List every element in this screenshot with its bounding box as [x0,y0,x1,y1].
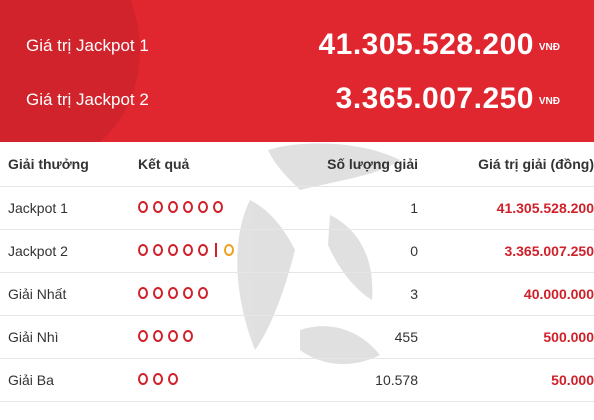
header-value: Giá trị giải (đồng) [418,142,594,187]
jackpot-2-row: Giá trị Jackpot 2 3.365.007.250 VNĐ [0,80,594,120]
separator-bar [215,243,217,257]
ring-icon [183,201,193,213]
prize-value: 41.305.528.200 [418,186,594,230]
header-prize: Giải thưởng [0,142,138,187]
jackpot-2-amount: 3.365.007.250 [335,82,534,115]
ring-icon [168,330,178,342]
ring-icon [183,287,193,299]
prize-name: Jackpot 2 [0,229,138,273]
jackpot-1-label: Giá trị Jackpot 1 [26,36,149,55]
result-balls [138,272,288,316]
ring-icon-orange [224,244,234,256]
ring-icon [168,244,178,256]
header-result: Kết quả [138,142,288,187]
jackpot-1-unit: VNĐ [538,42,560,53]
jackpot-2-label: Giá trị Jackpot 2 [26,90,149,109]
prize-count: 455 [288,315,418,359]
prize-name: Giải Ba [0,358,138,402]
prize-count: 10.578 [288,358,418,402]
results-table: Giải thưởng Kết quả Số lượng giải Giá tr… [0,142,594,402]
balls-group [138,243,234,257]
prize-name: Giải Nhì [0,315,138,359]
ring-icon [153,244,163,256]
ring-icon [153,330,163,342]
ring-icon [138,330,148,342]
ring-icon [138,287,148,299]
table-row: Jackpot 1 1 41.305.528.200 [0,186,594,230]
balls-group [138,287,208,299]
ring-icon [198,287,208,299]
table-row: Giải Ba 10.578 50.000 [0,358,594,402]
prize-value: 50.000 [418,358,594,402]
prize-value: 40.000.000 [418,272,594,316]
balls-group [138,373,178,385]
ring-icon [153,201,163,213]
balls-group [138,330,193,342]
ring-icon [198,244,208,256]
prize-count: 1 [288,186,418,230]
ring-icon [213,201,223,213]
ring-icon [138,373,148,385]
header-count: Số lượng giải [288,142,418,187]
banner-decoration [0,0,140,142]
ring-icon [138,244,148,256]
balls-group [138,201,223,213]
jackpot-banner: Giá trị Jackpot 1 41.305.528.200 VNĐ Giá… [0,0,594,142]
ring-icon [168,287,178,299]
jackpot-1-row: Giá trị Jackpot 1 41.305.528.200 VNĐ [0,26,594,66]
ring-icon [168,373,178,385]
prize-count: 3 [288,272,418,316]
result-balls [138,358,288,402]
ring-icon [153,373,163,385]
ring-icon [138,201,148,213]
prize-name: Jackpot 1 [0,186,138,230]
ring-icon [168,201,178,213]
result-balls [138,229,288,273]
table-row: Giải Nhất 3 40.000.000 [0,272,594,316]
ring-icon [198,201,208,213]
result-balls [138,315,288,359]
jackpot-1-amount: 41.305.528.200 [318,28,534,61]
ring-icon [183,244,193,256]
table-header-row: Giải thưởng Kết quả Số lượng giải Giá tr… [0,142,594,187]
table-row: Giải Nhì 455 500.000 [0,315,594,359]
jackpot-2-unit: VNĐ [538,96,560,107]
prize-value: 3.365.007.250 [418,229,594,273]
ring-icon [153,287,163,299]
prize-name: Giải Nhất [0,272,138,316]
prize-value: 500.000 [418,315,594,359]
prize-count: 0 [288,229,418,273]
result-balls [138,186,288,230]
table-row: Jackpot 2 0 3.365.007.250 [0,229,594,273]
ring-icon [183,330,193,342]
